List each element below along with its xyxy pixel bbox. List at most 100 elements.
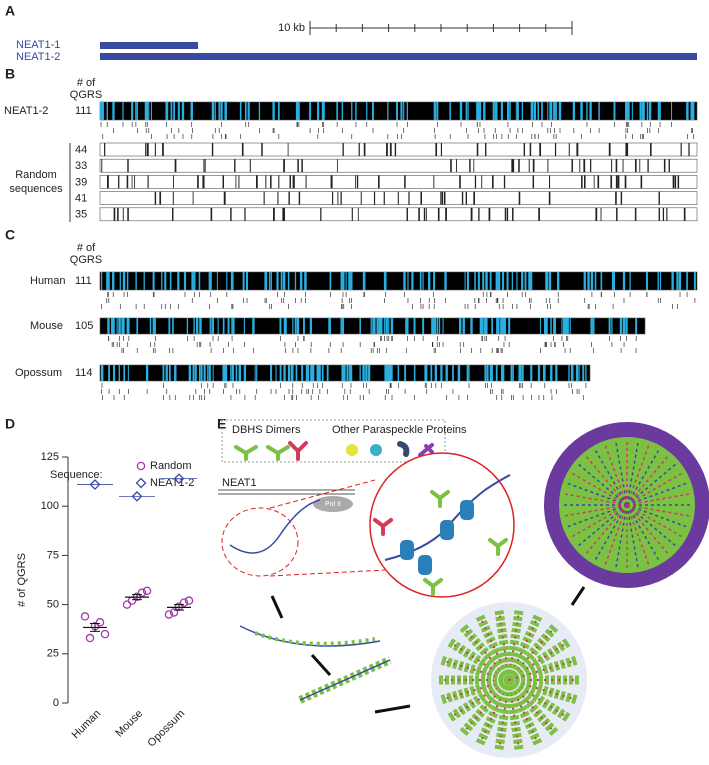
core-rod: [626, 471, 685, 506]
core-rod: [569, 504, 628, 539]
core-rod: [626, 462, 679, 506]
column-header: # of: [77, 242, 96, 254]
scale-bar: [309, 21, 573, 35]
rod-core: [498, 679, 510, 750]
rod-core: [508, 679, 539, 745]
legend-label: Random: [150, 460, 192, 472]
data-point: [173, 473, 185, 485]
rod-cluster: [439, 610, 579, 750]
row-count: 105: [75, 320, 93, 332]
core-rod: [626, 504, 679, 548]
core-rod: [626, 504, 661, 563]
core-rod: [564, 504, 628, 529]
data-point: [164, 610, 174, 619]
core-rod: [626, 504, 670, 557]
rod-core: [508, 679, 556, 734]
panel-label: D: [5, 416, 15, 432]
core-rod: [569, 471, 628, 506]
core-rod: [603, 442, 628, 506]
x-tick-label: Mouse: [113, 708, 145, 740]
rod-core: [479, 679, 510, 745]
row-count: 33: [75, 160, 87, 172]
transcript-bar: [100, 42, 198, 49]
data-point: [169, 608, 179, 617]
arrow: [270, 595, 284, 619]
qgrs-track: [99, 271, 698, 309]
core-rod: [584, 453, 628, 506]
track-box: [99, 101, 698, 121]
panel-label: B: [5, 66, 15, 82]
arrow: [570, 586, 586, 606]
core-rod: [626, 504, 685, 539]
legend-text: DBHS Dimers: [232, 424, 301, 436]
core-rod: [561, 504, 628, 518]
arrow: [310, 653, 332, 677]
bound-proteins: [400, 500, 474, 575]
transcript-label: NEAT1-1: [16, 39, 60, 51]
row-count: 111: [75, 105, 92, 117]
group-label: sequences: [9, 183, 63, 195]
track-box: [99, 142, 698, 157]
data-point: [89, 479, 101, 490]
core-rod: [626, 439, 640, 506]
x-tick-label: Human: [70, 708, 104, 742]
qgrs-track: [99, 317, 646, 353]
data-point: [95, 618, 105, 627]
row-count: 39: [75, 176, 87, 188]
core-rod: [593, 447, 628, 506]
rod-core: [508, 679, 520, 750]
x-tick-label: Opossum: [145, 708, 187, 750]
zoom-line: [269, 479, 386, 577]
core-rod: [614, 439, 628, 506]
core-rod: [564, 481, 628, 506]
legend-icons: [234, 441, 434, 461]
rod-core: [508, 679, 569, 719]
zoom-outline: [221, 507, 299, 577]
legend-label: NEAT1-2: [150, 477, 194, 489]
pol-label: Pol II: [325, 501, 341, 508]
y-tick-label: 25: [47, 648, 59, 660]
legend-marker: [135, 477, 147, 489]
rod-core: [449, 679, 510, 719]
qgrs-track: [99, 207, 698, 222]
transcript-bar: [100, 53, 697, 60]
rod-core: [508, 610, 520, 681]
legend-box: [221, 419, 446, 463]
core-rod: [626, 504, 693, 518]
panel-label: E: [217, 416, 226, 432]
y-tick-label: 0: [53, 697, 59, 709]
legend-title: Sequence:: [50, 469, 103, 481]
core-rod: [614, 504, 628, 571]
core-rod: [626, 504, 690, 529]
rod-core: [449, 641, 510, 681]
core-rod: [575, 504, 628, 548]
core-rod: [626, 492, 693, 506]
core-rod: [584, 504, 628, 557]
y-axis-label: # of QGRS: [16, 553, 28, 607]
row-count: 111: [75, 275, 92, 287]
core-rod: [626, 504, 640, 571]
data-point: [179, 598, 189, 607]
row-label: Opossum: [15, 367, 62, 379]
rna-rod: [299, 659, 391, 701]
free-proteins: [373, 490, 508, 596]
panel-label: A: [5, 3, 15, 19]
data-point: [100, 629, 110, 639]
data-point: [127, 596, 137, 605]
pol-ii: [313, 496, 353, 512]
data-point: [122, 600, 132, 609]
core-rod: [626, 447, 661, 506]
qgrs-track: [99, 101, 698, 139]
dna: [218, 489, 355, 495]
column-header: # of: [77, 77, 96, 89]
protein-chain: [254, 631, 376, 646]
y-tick-label: 50: [47, 599, 59, 611]
transcript-label: NEAT1-2: [16, 51, 60, 63]
core-rod: [626, 481, 690, 506]
rod-core: [508, 615, 539, 681]
track-box: [99, 271, 698, 291]
panel-label: C: [5, 227, 15, 243]
y-tick-label: 100: [41, 500, 59, 512]
track-box: [99, 175, 698, 189]
